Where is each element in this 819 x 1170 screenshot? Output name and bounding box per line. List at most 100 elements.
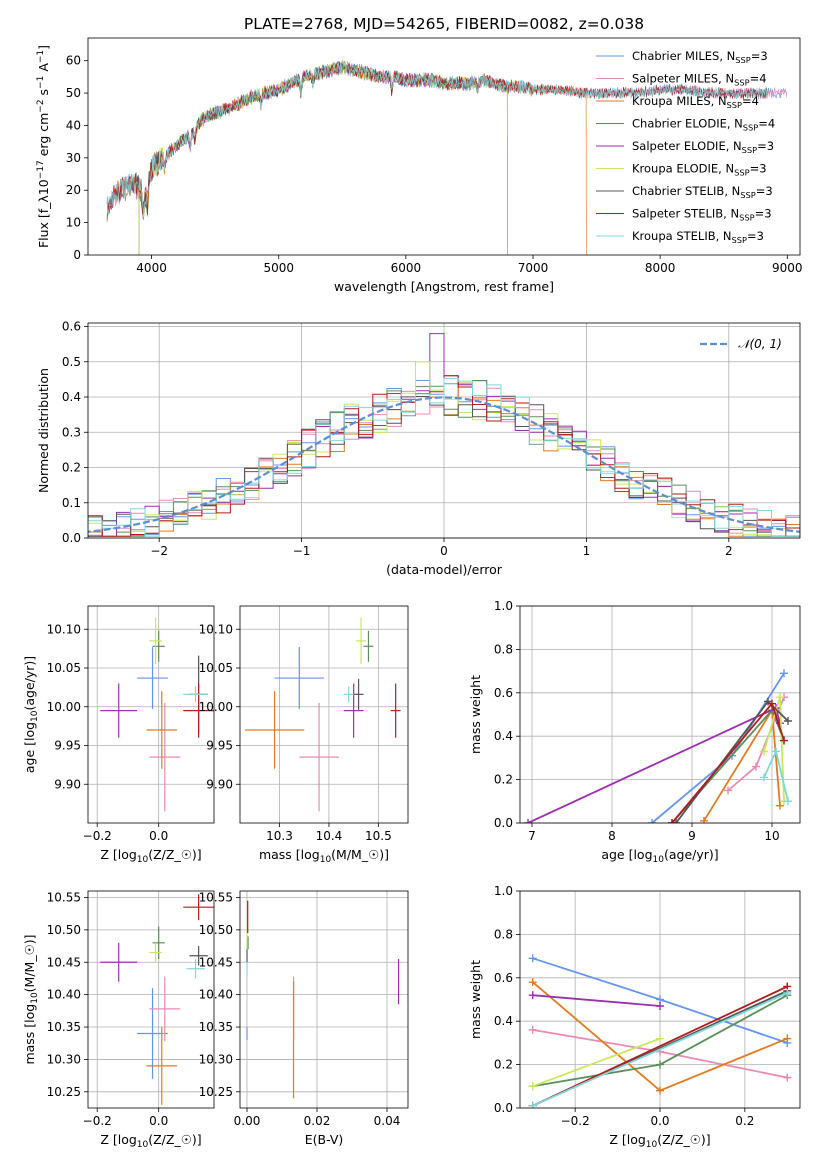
x-axis-label: Z [log10(Z/Z_☉)] (100, 1132, 201, 1150)
weight-marker (648, 819, 656, 823)
panel-residuals: −2 −1 0 1 2 0.0 0.1 0.2 0.3 0.4 0.5 0.6 (data-model)… (36, 320, 801, 577)
weight-marker (656, 1086, 664, 1095)
x-tick-label: 9 (688, 829, 696, 843)
weight-marker (776, 693, 784, 702)
y-tick-label: 10 (66, 216, 81, 230)
panel-weight_vs_age: 7 8 9 10 0.0 0.2 0.4 0.6 0.8 1.0 age [log10(age/yr… (468, 599, 801, 865)
panel-spectrum: 4000 5000 6000 7000 8000 9000 0 10 20 30 40 50 60 wav… (36, 37, 803, 294)
weight-marker (783, 1073, 792, 1082)
legend-label: Salpeter MILES, NSSP=4 (632, 72, 767, 88)
x-tick-label: 0.04 (374, 1114, 401, 1128)
plot-area (524, 669, 792, 823)
y-tick-label: 0.0 (494, 1101, 513, 1115)
y-tick-label: 20 (66, 183, 81, 197)
legend-label: 𝒩(0, 1) (738, 337, 782, 351)
legend-label: Chabrier STELIB, NSSP=3 (632, 184, 773, 200)
weight-marker (724, 786, 732, 795)
x-tick-label: 9000 (772, 261, 803, 275)
y-tick-label: 9.90 (206, 777, 233, 791)
y-tick-label: 10.45 (47, 955, 81, 969)
y-tick-label: 10.25 (47, 1085, 81, 1099)
y-tick-label: 0.0 (62, 531, 81, 545)
weight-marker (784, 717, 792, 726)
y-tick-label: 10.55 (199, 890, 233, 904)
x-axis-label: wavelength [Angstrom, rest frame] (334, 279, 554, 294)
y-tick-label: 10.45 (199, 955, 233, 969)
x-tick-label: 0.0 (149, 829, 168, 843)
axes-frame (519, 605, 801, 824)
panel-mass_vs_ebv: 0.00 0.02 0.04 10.25 10.30 10.35 10.40 10.45 10.… (199, 890, 409, 1147)
y-tick-label: 10.10 (199, 622, 233, 636)
weight-marker (783, 1034, 792, 1043)
plot-area (528, 954, 792, 1108)
y-tick-label: 0.8 (494, 927, 513, 941)
x-tick-label: 0.02 (304, 1114, 331, 1128)
legend-label: Chabrier ELODIE, NSSP=4 (632, 117, 775, 133)
weight-marker (776, 801, 784, 810)
y-tick-label: 0.6 (494, 971, 513, 985)
y-tick-label: 0.5 (62, 355, 81, 369)
x-tick-label: 10.5 (365, 829, 392, 843)
x-tick-label: 10.3 (266, 829, 293, 843)
x-tick-label: 0.0 (149, 1114, 168, 1128)
weight-line (532, 1037, 661, 1088)
x-tick-label: 10.4 (316, 829, 343, 843)
y-tick-label: 10.10 (47, 622, 81, 636)
y-tick-label: 0.2 (62, 461, 81, 475)
legend-label: Chabrier MILES, NSSP=3 (632, 49, 768, 65)
x-tick-label: 2 (725, 544, 733, 558)
x-axis-label: Z [log10(Z/Z_☉)] (609, 1132, 710, 1150)
plot-area (246, 900, 400, 1099)
x-tick-label: −0.2 (561, 1114, 590, 1128)
axes-frame (87, 605, 215, 824)
x-tick-label: 6000 (391, 261, 422, 275)
axes-frame (239, 890, 409, 1109)
y-tick-label: 40 (66, 118, 81, 132)
y-tick-label: 10.30 (199, 1052, 233, 1066)
legend-label: Kroupa MILES, NSSP=4 (632, 94, 759, 110)
x-tick-label: 8000 (645, 261, 676, 275)
y-axis-label: Normed distribution (36, 368, 51, 493)
y-tick-label: 10.35 (199, 1020, 233, 1034)
weight-marker (524, 819, 532, 823)
histogram-step (88, 380, 800, 537)
x-tick-label: −0.2 (83, 1114, 112, 1128)
plot-area (100, 617, 214, 812)
histogram-step (88, 377, 800, 537)
x-tick-label: 7000 (518, 261, 549, 275)
x-tick-label: 0.0 (650, 1114, 669, 1128)
y-tick-label: 1.0 (494, 884, 513, 898)
x-tick-label: −2 (150, 544, 168, 558)
panel-weight_vs_Z: −0.2 0.0 0.2 0.0 0.2 0.4 0.6 0.8 1.0 Z [log10(Z/Z… (468, 884, 801, 1150)
spectrum-line (106, 60, 769, 217)
plots: 4000 5000 6000 7000 8000 90000102030405060wav… (22, 37, 803, 1150)
y-axis-label: mass weight (468, 675, 483, 754)
y-tick-label: 1.0 (494, 599, 513, 613)
weight-marker (656, 1060, 664, 1069)
y-tick-label: 10.00 (47, 700, 81, 714)
y-axis-label: mass weight (468, 960, 483, 1039)
x-tick-label: 4000 (136, 261, 167, 275)
y-axis-label: mass [log10(M/M_☉)] (22, 934, 40, 1064)
y-tick-label: 0.6 (494, 686, 513, 700)
legend-label: Salpeter STELIB, NSSP=3 (632, 207, 772, 223)
axes-frame (87, 890, 215, 1109)
panel-age_vs_mass: 10.3 10.4 10.5 9.90 9.95 10.00 10.05 10.10 mass … (199, 605, 409, 865)
weight-marker (528, 954, 537, 963)
y-tick-label: 0.4 (62, 390, 81, 404)
y-tick-label: 10.55 (47, 890, 81, 904)
weight-line (532, 992, 788, 1107)
legend: Chabrier MILES, NSSP=3 Salpeter MILES, NS… (596, 49, 775, 245)
y-tick-label: 0.6 (62, 320, 81, 334)
weight-marker (768, 699, 776, 708)
weight-marker (528, 1082, 537, 1091)
x-axis-label: age [log10(age/yr)] (601, 847, 718, 865)
y-tick-label: 30 (66, 151, 81, 165)
x-tick-label: 8 (608, 829, 616, 843)
weight-marker (784, 797, 792, 806)
plot-area (88, 333, 800, 537)
x-tick-label: 7 (528, 829, 536, 843)
plot-area (106, 59, 788, 255)
y-tick-label: 10.50 (47, 923, 81, 937)
weight-marker (760, 773, 768, 782)
